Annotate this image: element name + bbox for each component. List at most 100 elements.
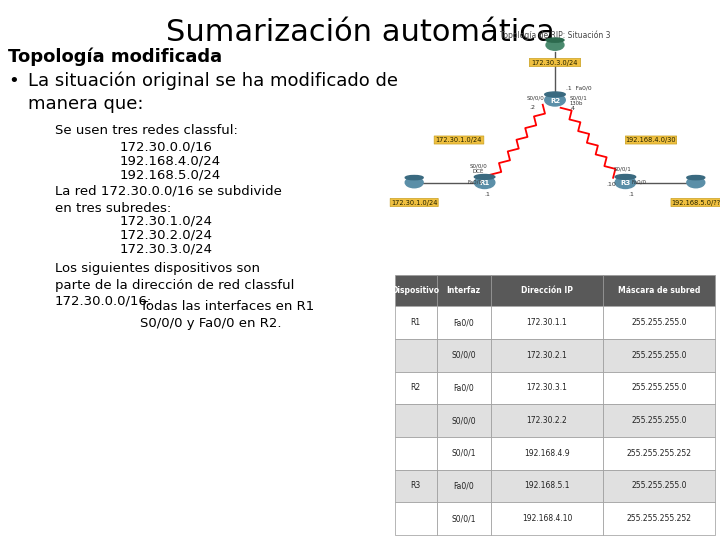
Text: 172.30.1.0/24: 172.30.1.0/24 [391,199,438,206]
Ellipse shape [615,174,636,179]
Text: S0/0/1: S0/0/1 [613,166,631,171]
Text: S0/0/1: S0/0/1 [570,95,587,100]
Text: Topología modificada: Topología modificada [8,48,222,66]
Text: Fa0/0: Fa0/0 [454,318,474,327]
Text: La red 172.30.0.0/16 se subdivide
en tres subredes:: La red 172.30.0.0/16 se subdivide en tre… [55,185,282,214]
Bar [395,372,436,404]
Text: 172.30.1.0/24: 172.30.1.0/24 [120,215,213,228]
Bar [436,502,491,535]
Text: •: • [8,72,19,90]
Text: .10: .10 [606,183,616,187]
Text: R1: R1 [480,180,490,186]
Bar [395,502,436,535]
Ellipse shape [474,177,495,188]
Text: 130b: 130b [570,102,582,106]
Bar [395,470,436,502]
Text: S0/0/0: S0/0/0 [451,416,476,425]
Text: 255.255.255.0: 255.255.255.0 [631,351,687,360]
Text: La situación original se ha modificado de
manera que:: La situación original se ha modificado d… [28,72,398,113]
Ellipse shape [615,177,636,188]
Text: 172.30.2.1: 172.30.2.1 [526,351,567,360]
Bar [491,470,603,502]
Text: 255.255.255.0: 255.255.255.0 [631,318,687,327]
Text: S0/0/0: S0/0/0 [526,95,544,100]
Text: R2: R2 [410,383,421,393]
FancyBboxPatch shape [671,199,720,206]
Text: 255.255.255.252: 255.255.255.252 [626,449,691,458]
Text: Dirección IP: Dirección IP [521,286,573,295]
Text: S0/0/1: S0/0/1 [451,449,476,458]
Text: 192.168.4.0/24: 192.168.4.0/24 [120,154,221,167]
Text: 172.30.2.2: 172.30.2.2 [526,416,567,425]
Ellipse shape [474,174,495,179]
Bar [436,339,491,372]
Text: Fa0/0: Fa0/0 [454,482,474,490]
Bar [395,339,436,372]
Bar [436,372,491,404]
Bar [491,372,603,404]
Bar [603,275,715,306]
Bar [491,306,603,339]
Text: Interfaz: Interfaz [446,286,481,295]
Text: 255.255.255.0: 255.255.255.0 [631,416,687,425]
Text: R1: R1 [410,318,421,327]
Text: 192.168.4.10: 192.168.4.10 [522,514,572,523]
Bar [395,404,436,437]
FancyBboxPatch shape [626,136,677,144]
Bar [603,339,715,372]
Bar [436,275,491,306]
FancyBboxPatch shape [390,199,438,206]
Text: Los siguientes dispositivos son
parte de la dirección de red classful
172.30.0.0: Los siguientes dispositivos son parte de… [55,262,294,308]
Text: Máscara de subred: Máscara de subred [618,286,700,295]
Bar [395,275,436,306]
Bar [603,404,715,437]
Bar [603,437,715,470]
FancyBboxPatch shape [434,136,484,144]
Text: Fa0/0: Fa0/0 [454,383,474,393]
Bar [491,339,603,372]
Text: 255.255.255.0: 255.255.255.0 [631,383,687,393]
Bar [436,437,491,470]
Text: R3: R3 [620,180,631,186]
Bar [395,306,436,339]
Text: 172.30.3.1: 172.30.3.1 [526,383,567,393]
Text: 192.168.4.9: 192.168.4.9 [524,449,570,458]
Text: S0/0/0: S0/0/0 [451,351,476,360]
Text: 172.30.1.1: 172.30.1.1 [526,318,567,327]
Bar [603,502,715,535]
Bar [491,437,603,470]
Bar [491,275,603,306]
Text: 192.168.4.0/30: 192.168.4.0/30 [626,137,676,143]
Text: R2: R2 [550,98,560,104]
FancyBboxPatch shape [529,58,580,66]
Text: 172.30.0.0/16: 172.30.0.0/16 [120,140,213,153]
Text: Se usen tres redes classful:: Se usen tres redes classful: [55,124,238,137]
Bar [436,404,491,437]
Bar [603,306,715,339]
Text: 255.255.255.0: 255.255.255.0 [631,482,687,490]
Bar [436,470,491,502]
Text: Fa0/0: Fa0/0 [631,180,646,185]
Text: 255.255.255.252: 255.255.255.252 [626,514,691,523]
Text: .2: .2 [529,105,536,110]
Text: 172.30.2.0/24: 172.30.2.0/24 [120,229,213,242]
Ellipse shape [405,176,423,180]
Text: .1: .1 [485,192,490,198]
Bar [436,306,491,339]
Text: .4: .4 [570,106,575,111]
Text: S0/0/0
DCE: S0/0/0 DCE [469,163,487,174]
Text: .1  Fa0/0: .1 Fa0/0 [566,85,592,90]
Ellipse shape [546,40,564,50]
Bar [491,502,603,535]
Ellipse shape [546,38,564,42]
Ellipse shape [545,92,565,97]
Text: Topología de RIP: Situación 3: Topología de RIP: Situación 3 [500,30,611,39]
Text: S0/0/1: S0/0/1 [451,514,476,523]
Bar [603,470,715,502]
Ellipse shape [405,177,423,188]
Text: Dispositivo: Dispositivo [392,286,440,295]
Ellipse shape [687,177,705,188]
Text: 172.30.3.0/24: 172.30.3.0/24 [532,59,578,65]
Text: Todas las interfaces en R1
S0/0/0 y Fa0/0 en R2.: Todas las interfaces en R1 S0/0/0 y Fa0/… [140,300,314,329]
Text: R3: R3 [410,482,421,490]
